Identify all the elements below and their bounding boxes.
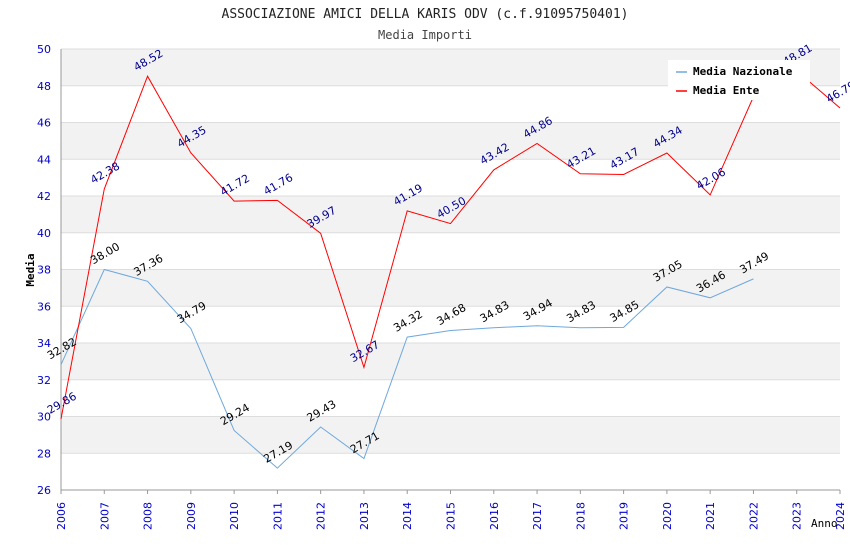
legend-label-ente: Media Ente bbox=[693, 84, 760, 97]
x-tick-label: 2024 bbox=[834, 502, 847, 530]
legend: Media Nazionale Media Ente bbox=[668, 60, 810, 100]
x-tick-label: 2006 bbox=[55, 502, 68, 530]
grid-band bbox=[61, 269, 840, 307]
grid-band bbox=[61, 196, 840, 233]
chart-title: ASSOCIAZIONE AMICI DELLA KARIS ODV (c.f.… bbox=[222, 7, 629, 22]
grid-band bbox=[61, 343, 840, 380]
x-tick-label: 2009 bbox=[185, 502, 198, 530]
y-tick-label: 34 bbox=[37, 337, 51, 350]
y-tick-label: 44 bbox=[37, 153, 51, 166]
x-axis-label: Anno bbox=[811, 517, 838, 530]
x-tick-label: 2022 bbox=[747, 502, 760, 530]
data-label: 42.38 bbox=[88, 160, 122, 187]
y-tick-label: 46 bbox=[37, 117, 51, 130]
x-tick-label: 2017 bbox=[531, 502, 544, 530]
x-tick-label: 2018 bbox=[574, 502, 587, 530]
grid-band bbox=[61, 416, 840, 454]
x-tick-label: 2021 bbox=[704, 502, 717, 530]
grid-bands bbox=[61, 49, 840, 454]
y-tick-label: 40 bbox=[37, 227, 51, 240]
x-tick-label: 2008 bbox=[142, 502, 155, 530]
y-tick-label: 36 bbox=[37, 300, 51, 313]
x-tick-label: 2015 bbox=[445, 502, 458, 530]
x-tick-label: 2012 bbox=[315, 502, 328, 530]
y-axis-label: Media bbox=[24, 253, 37, 286]
y-tick-label: 50 bbox=[37, 43, 51, 56]
legend-label-nazionale: Media Nazionale bbox=[693, 65, 793, 78]
legend-box bbox=[668, 60, 810, 100]
y-tick-labels: 26 28 30 32 34 36 38 40 42 44 46 48 50 bbox=[37, 43, 51, 497]
x-tick-label: 2019 bbox=[618, 502, 631, 530]
x-tick-label: 2013 bbox=[358, 502, 371, 530]
data-label: 41.72 bbox=[218, 172, 252, 199]
y-tick-label: 26 bbox=[37, 484, 51, 497]
data-label: 41.76 bbox=[261, 171, 295, 198]
series-lines bbox=[60, 70, 841, 469]
x-tick-labels: 2006 2007 2008 2009 2010 2011 2012 2013 2014 2015… bbox=[55, 502, 847, 530]
x-tick-label: 2023 bbox=[791, 502, 804, 530]
y-tick-label: 48 bbox=[37, 80, 51, 93]
x-tick-label: 2014 bbox=[401, 502, 414, 530]
x-tick-label: 2007 bbox=[98, 502, 111, 530]
x-tick-label: 2010 bbox=[228, 502, 241, 530]
x-tick-label: 2016 bbox=[488, 502, 501, 530]
series-line-0 bbox=[60, 268, 754, 469]
y-tick-label: 42 bbox=[37, 190, 51, 203]
y-tick-label: 38 bbox=[37, 264, 51, 277]
data-label: 38.00 bbox=[88, 240, 122, 267]
chart-subtitle: Media Importi bbox=[378, 28, 472, 42]
series-line-1 bbox=[60, 70, 841, 420]
data-label: 42.06 bbox=[694, 165, 728, 192]
data-label: 34.32 bbox=[391, 308, 425, 335]
x-tick-label: 2011 bbox=[271, 502, 284, 530]
y-tick-label: 32 bbox=[37, 374, 51, 387]
y-tick-label: 28 bbox=[37, 447, 51, 460]
y-tick-label: 30 bbox=[37, 411, 51, 424]
x-tick-label: 2020 bbox=[661, 502, 674, 530]
